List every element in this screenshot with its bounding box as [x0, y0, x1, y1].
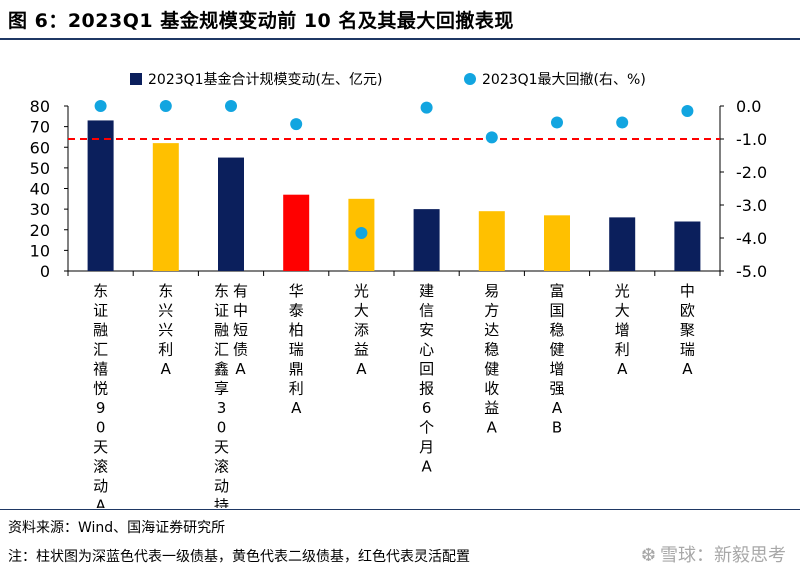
drawdown-point [616, 116, 629, 129]
bar [478, 211, 505, 271]
x-tick-label: 东证融汇禧悦 9 0 天滚动 A [93, 282, 108, 508]
snowball-logo-icon: ❆ [640, 545, 656, 566]
drawdown-point [355, 227, 368, 240]
legend-swatch-bar [130, 73, 142, 85]
x-tick-label: 光大增利 A [615, 282, 630, 378]
x-tick-label: 东兴兴利 A [158, 282, 173, 378]
bar [87, 120, 114, 271]
legend: 2023Q1基金合计规模变动(左、亿元) 2023Q1最大回撤(右、%) [130, 71, 646, 88]
chart: 2023Q1基金合计规模变动(左、亿元) 2023Q1最大回撤(右、%) 0 10… [30, 71, 768, 508]
bar [283, 194, 310, 271]
x-tick-label: 中欧聚瑞 A [680, 282, 695, 378]
right-tick-label: -1.0 [736, 130, 767, 149]
drawdown-point [159, 100, 172, 112]
watermark-text: 雪球：新毅思考 [660, 545, 786, 566]
bar [218, 157, 244, 271]
drawdown-point [290, 118, 303, 131]
right-tick-label: -3.0 [736, 196, 767, 215]
left-tick-label: 10 [30, 241, 50, 260]
right-tick-label: -2.0 [736, 163, 767, 182]
drawdown-point [485, 131, 498, 144]
x-tick-label: 建信安心回报 6 个月 A [419, 282, 434, 476]
footer-divider [0, 509, 800, 510]
left-tick-label: 50 [30, 159, 50, 178]
right-tick-label: 0.0 [736, 97, 761, 116]
left-tick-label: 80 [30, 97, 50, 116]
title-divider [0, 38, 800, 40]
bar [544, 215, 570, 271]
source-note: 资料来源：Wind、国海证券研究所 [8, 520, 226, 536]
left-tick-label: 60 [30, 138, 50, 157]
x-tick-label: 有中短债 A [233, 282, 248, 378]
legend-swatch-dot [464, 73, 476, 85]
bar [152, 143, 179, 271]
legend-label-bar: 2023Q1基金合计规模变动(左、亿元) [148, 71, 382, 88]
footnote: 注：柱状图为深蓝色代表一级债基，黄色代表二级债基，红色代表灵活配置 [8, 549, 470, 565]
right-tick-label: -5.0 [736, 262, 767, 281]
right-tick-label: -4.0 [736, 229, 767, 248]
drawdown-point [551, 116, 563, 129]
x-tick-label: 光大添益 A [354, 282, 369, 378]
drawdown-point [681, 104, 694, 117]
bar [674, 221, 701, 271]
left-tick-label: 30 [30, 200, 50, 219]
drawdown-point [420, 101, 433, 114]
legend-label-dot: 2023Q1最大回撤(右、%) [482, 72, 646, 88]
bar [609, 217, 636, 271]
drawdown-point [225, 100, 237, 112]
x-tick-label: 易方达稳健收益 A [484, 282, 499, 437]
left-tick-label: 70 [30, 118, 50, 137]
bar [413, 209, 440, 271]
left-tick-label: 0 [40, 262, 50, 281]
x-tick-label: 富国稳健增强 A B [549, 282, 564, 437]
left-tick-label: 20 [30, 221, 50, 240]
watermark: ❆ 雪球：新毅思考 [641, 541, 786, 567]
drawdown-point [94, 100, 107, 112]
figure-title: 图 6：2023Q1 基金规模变动前 10 名及其最大回撤表现 [8, 10, 514, 32]
x-tick-label: 东证融汇鑫享 3 0 天滚动持 [214, 282, 229, 508]
left-tick-label: 40 [30, 180, 50, 199]
x-tick-label: 华泰柏瑞鼎利 A [289, 282, 304, 417]
